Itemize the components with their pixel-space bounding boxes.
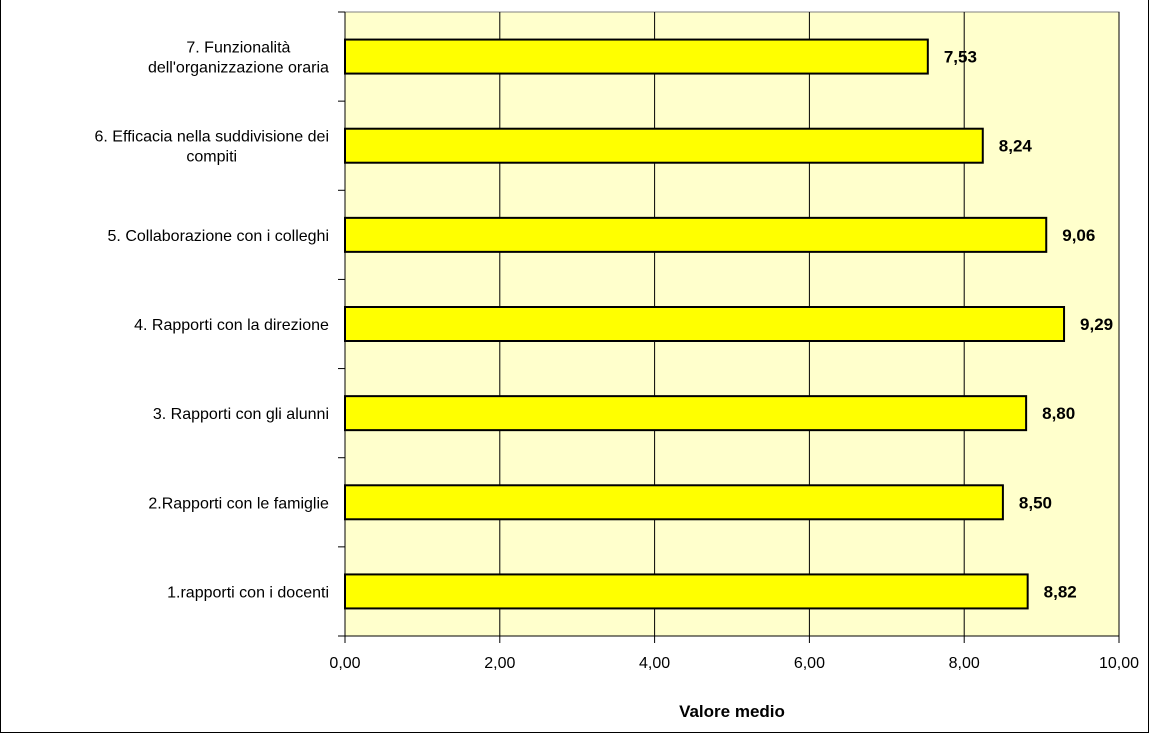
- bar: [344, 395, 1028, 432]
- axes: [338, 11, 1120, 643]
- bar-value-label: 8,24: [999, 137, 1033, 156]
- bar-value-label: 8,50: [1019, 493, 1052, 512]
- category-label-line: 1.rapporti con i docenti: [167, 584, 329, 601]
- category-label-line: dell'organizzazione oraria: [148, 60, 329, 77]
- category-label: 3. Rapporti con gli alunni: [153, 406, 329, 423]
- category-label: 1.rapporti con i docenti: [167, 584, 329, 601]
- bar: [344, 216, 1048, 253]
- value-labels: 8,82 8,50 8,80 9,29 9,06 8,24 7,53: [944, 48, 1113, 602]
- bar: [344, 38, 929, 75]
- bar-value-label: 9,06: [1062, 226, 1095, 245]
- x-tick-label: 8,00: [949, 655, 980, 672]
- category-label: 7. Funzionalità dell'organizzazione orari…: [148, 40, 329, 77]
- category-label-line: 3. Rapporti con gli alunni: [153, 406, 329, 423]
- category-label-line: compiti: [186, 149, 237, 166]
- category-label-line: 6. Efficacia nella suddivisione dei: [94, 129, 329, 146]
- category-label-line: 2.Rapporti con le famiglie: [148, 495, 329, 512]
- category-label-line: 4. Rapporti con la direzione: [134, 317, 329, 334]
- category-label: 2.Rapporti con le famiglie: [148, 495, 329, 512]
- category-label-line: 7. Funzionalità: [186, 40, 290, 57]
- bar: [344, 484, 1004, 521]
- bar-value-label: 8,82: [1044, 582, 1077, 601]
- x-tick-label: 2,00: [484, 655, 515, 672]
- bar-value-label: 7,53: [944, 48, 977, 67]
- x-tick-labels: 0,00 2,00 4,00 6,00 8,00 10,00: [329, 655, 1139, 672]
- category-label: 4. Rapporti con la direzione: [134, 317, 329, 334]
- bar: [344, 306, 1066, 342]
- x-tick-label: 10,00: [1099, 655, 1139, 672]
- x-tick-label: 0,00: [329, 655, 360, 672]
- bar: [344, 573, 1029, 610]
- x-tick-label: 6,00: [794, 655, 825, 672]
- category-label: 6. Efficacia nella suddivisione dei compi…: [94, 129, 329, 166]
- bar-value-label: 9,29: [1080, 315, 1113, 334]
- x-tick-label: 4,00: [639, 655, 670, 672]
- bar-value-label: 8,80: [1042, 404, 1075, 423]
- category-label-line: 5. Collaborazione con i colleghi: [108, 228, 329, 245]
- category-labels: 1.rapporti con i docenti 2.Rapporti con l…: [94, 40, 329, 602]
- category-label: 5. Collaborazione con i colleghi: [108, 228, 329, 245]
- x-axis-title: Valore medio: [679, 702, 785, 721]
- bar: [344, 127, 984, 164]
